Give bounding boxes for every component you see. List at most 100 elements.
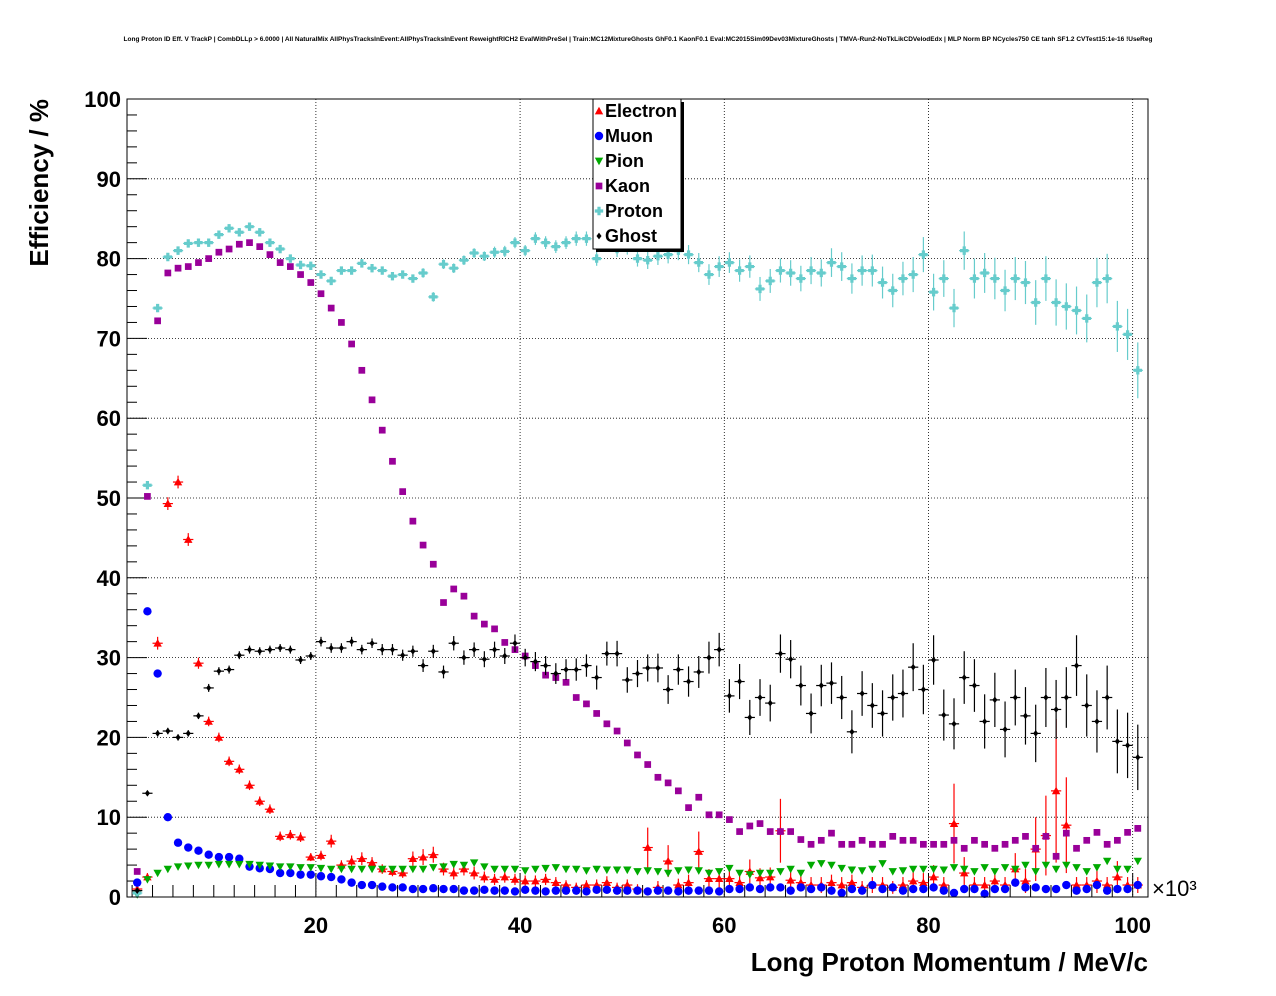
proton-point — [480, 252, 489, 261]
electron-point — [531, 876, 540, 885]
y-tick-label: 0 — [109, 885, 121, 910]
proton-point — [551, 242, 561, 251]
muon-point — [725, 884, 734, 894]
ghost-point — [328, 644, 334, 652]
y-tick-label: 70 — [97, 326, 121, 351]
proton-point — [990, 274, 1000, 283]
pion-point — [1072, 864, 1081, 872]
ghost-point — [961, 674, 967, 681]
y-tick-label: 60 — [97, 406, 121, 431]
muon-point — [643, 887, 652, 896]
kaon-point — [726, 816, 733, 823]
ghost-point — [420, 662, 426, 669]
electron-point — [786, 876, 795, 884]
kaon-point — [736, 828, 743, 835]
legend-label-proton: Proton — [605, 201, 663, 221]
pion-point — [592, 865, 601, 874]
pion-point — [796, 869, 806, 878]
ghost-point — [410, 647, 416, 655]
legend-marker-muon — [594, 131, 604, 141]
kaon-point — [174, 264, 182, 272]
ghost-point — [849, 728, 855, 736]
muon-point — [541, 887, 550, 896]
ghost-point — [451, 639, 457, 647]
pion-point — [275, 863, 285, 871]
electron-point — [255, 797, 264, 805]
proton-point — [929, 287, 938, 297]
muon-point — [561, 886, 571, 895]
electron-point — [184, 535, 193, 543]
ghost-point — [634, 670, 641, 677]
muon-point — [469, 886, 479, 895]
muon-point — [418, 884, 428, 894]
kaon-point — [1022, 832, 1029, 840]
ghost-point — [910, 663, 916, 671]
kaon-point — [480, 620, 488, 628]
pion-point — [265, 862, 275, 871]
kaon-point — [848, 840, 856, 848]
electron-point — [275, 832, 285, 840]
proton-point — [704, 270, 714, 279]
pion-point — [418, 865, 428, 874]
y-tick-label: 100 — [84, 87, 121, 112]
pion-point — [429, 864, 438, 872]
muon-point — [551, 886, 561, 895]
electron-point — [1113, 872, 1122, 881]
ghost-point — [1104, 694, 1110, 701]
kaon-point — [674, 787, 682, 795]
kaon-point — [307, 279, 315, 286]
electron-point — [1072, 880, 1081, 889]
pion-point — [214, 860, 224, 869]
kaon-point — [389, 457, 396, 465]
pion-point — [398, 865, 407, 874]
x-tick-label: 40 — [508, 913, 532, 938]
proton-point — [316, 270, 326, 279]
proton-point — [306, 261, 315, 270]
legend-label-kaon: Kaon — [605, 176, 650, 196]
kaon-point — [868, 840, 876, 848]
series-kaon — [133, 239, 1142, 875]
proton-point — [408, 274, 418, 283]
pion-point — [541, 864, 550, 873]
pion-point — [1092, 864, 1102, 872]
electron-point — [929, 872, 938, 881]
legend-entry-proton: Proton — [594, 201, 663, 221]
muon-point — [888, 883, 897, 892]
kaon-point — [644, 761, 652, 768]
ghost-point — [859, 690, 865, 697]
ghost-point — [400, 651, 406, 659]
electron-point — [541, 875, 550, 883]
muon-point — [980, 889, 989, 899]
ghost-point — [185, 730, 191, 737]
electron-point — [561, 880, 571, 889]
pion-point — [337, 865, 346, 874]
ghost-point — [655, 664, 661, 672]
proton-point — [357, 259, 367, 268]
muon-point — [500, 886, 509, 895]
pion-point — [980, 864, 989, 872]
electron-point — [939, 880, 948, 889]
pion-point — [204, 861, 213, 870]
kaon-point — [746, 822, 754, 830]
pion-point — [1062, 861, 1071, 870]
ghost-point — [951, 720, 957, 728]
ghost-point — [900, 690, 906, 697]
pion-point — [449, 860, 458, 869]
electron-point — [704, 874, 714, 883]
proton-point — [786, 268, 795, 278]
electron-point — [1051, 786, 1061, 795]
muon-point — [898, 886, 908, 895]
kaon-point — [807, 840, 815, 848]
ghost-point — [532, 658, 538, 665]
pion-point — [235, 860, 244, 869]
pion-point — [367, 865, 377, 874]
proton-point — [898, 274, 908, 283]
kaon-point — [338, 319, 345, 326]
pion-point — [786, 865, 795, 874]
pion-point — [327, 865, 336, 874]
pion-point — [960, 865, 969, 874]
pion-point — [623, 866, 632, 875]
y-axis-title: Efficiency / % — [24, 99, 54, 267]
electron-point — [847, 878, 857, 886]
muon-point — [1051, 884, 1061, 894]
